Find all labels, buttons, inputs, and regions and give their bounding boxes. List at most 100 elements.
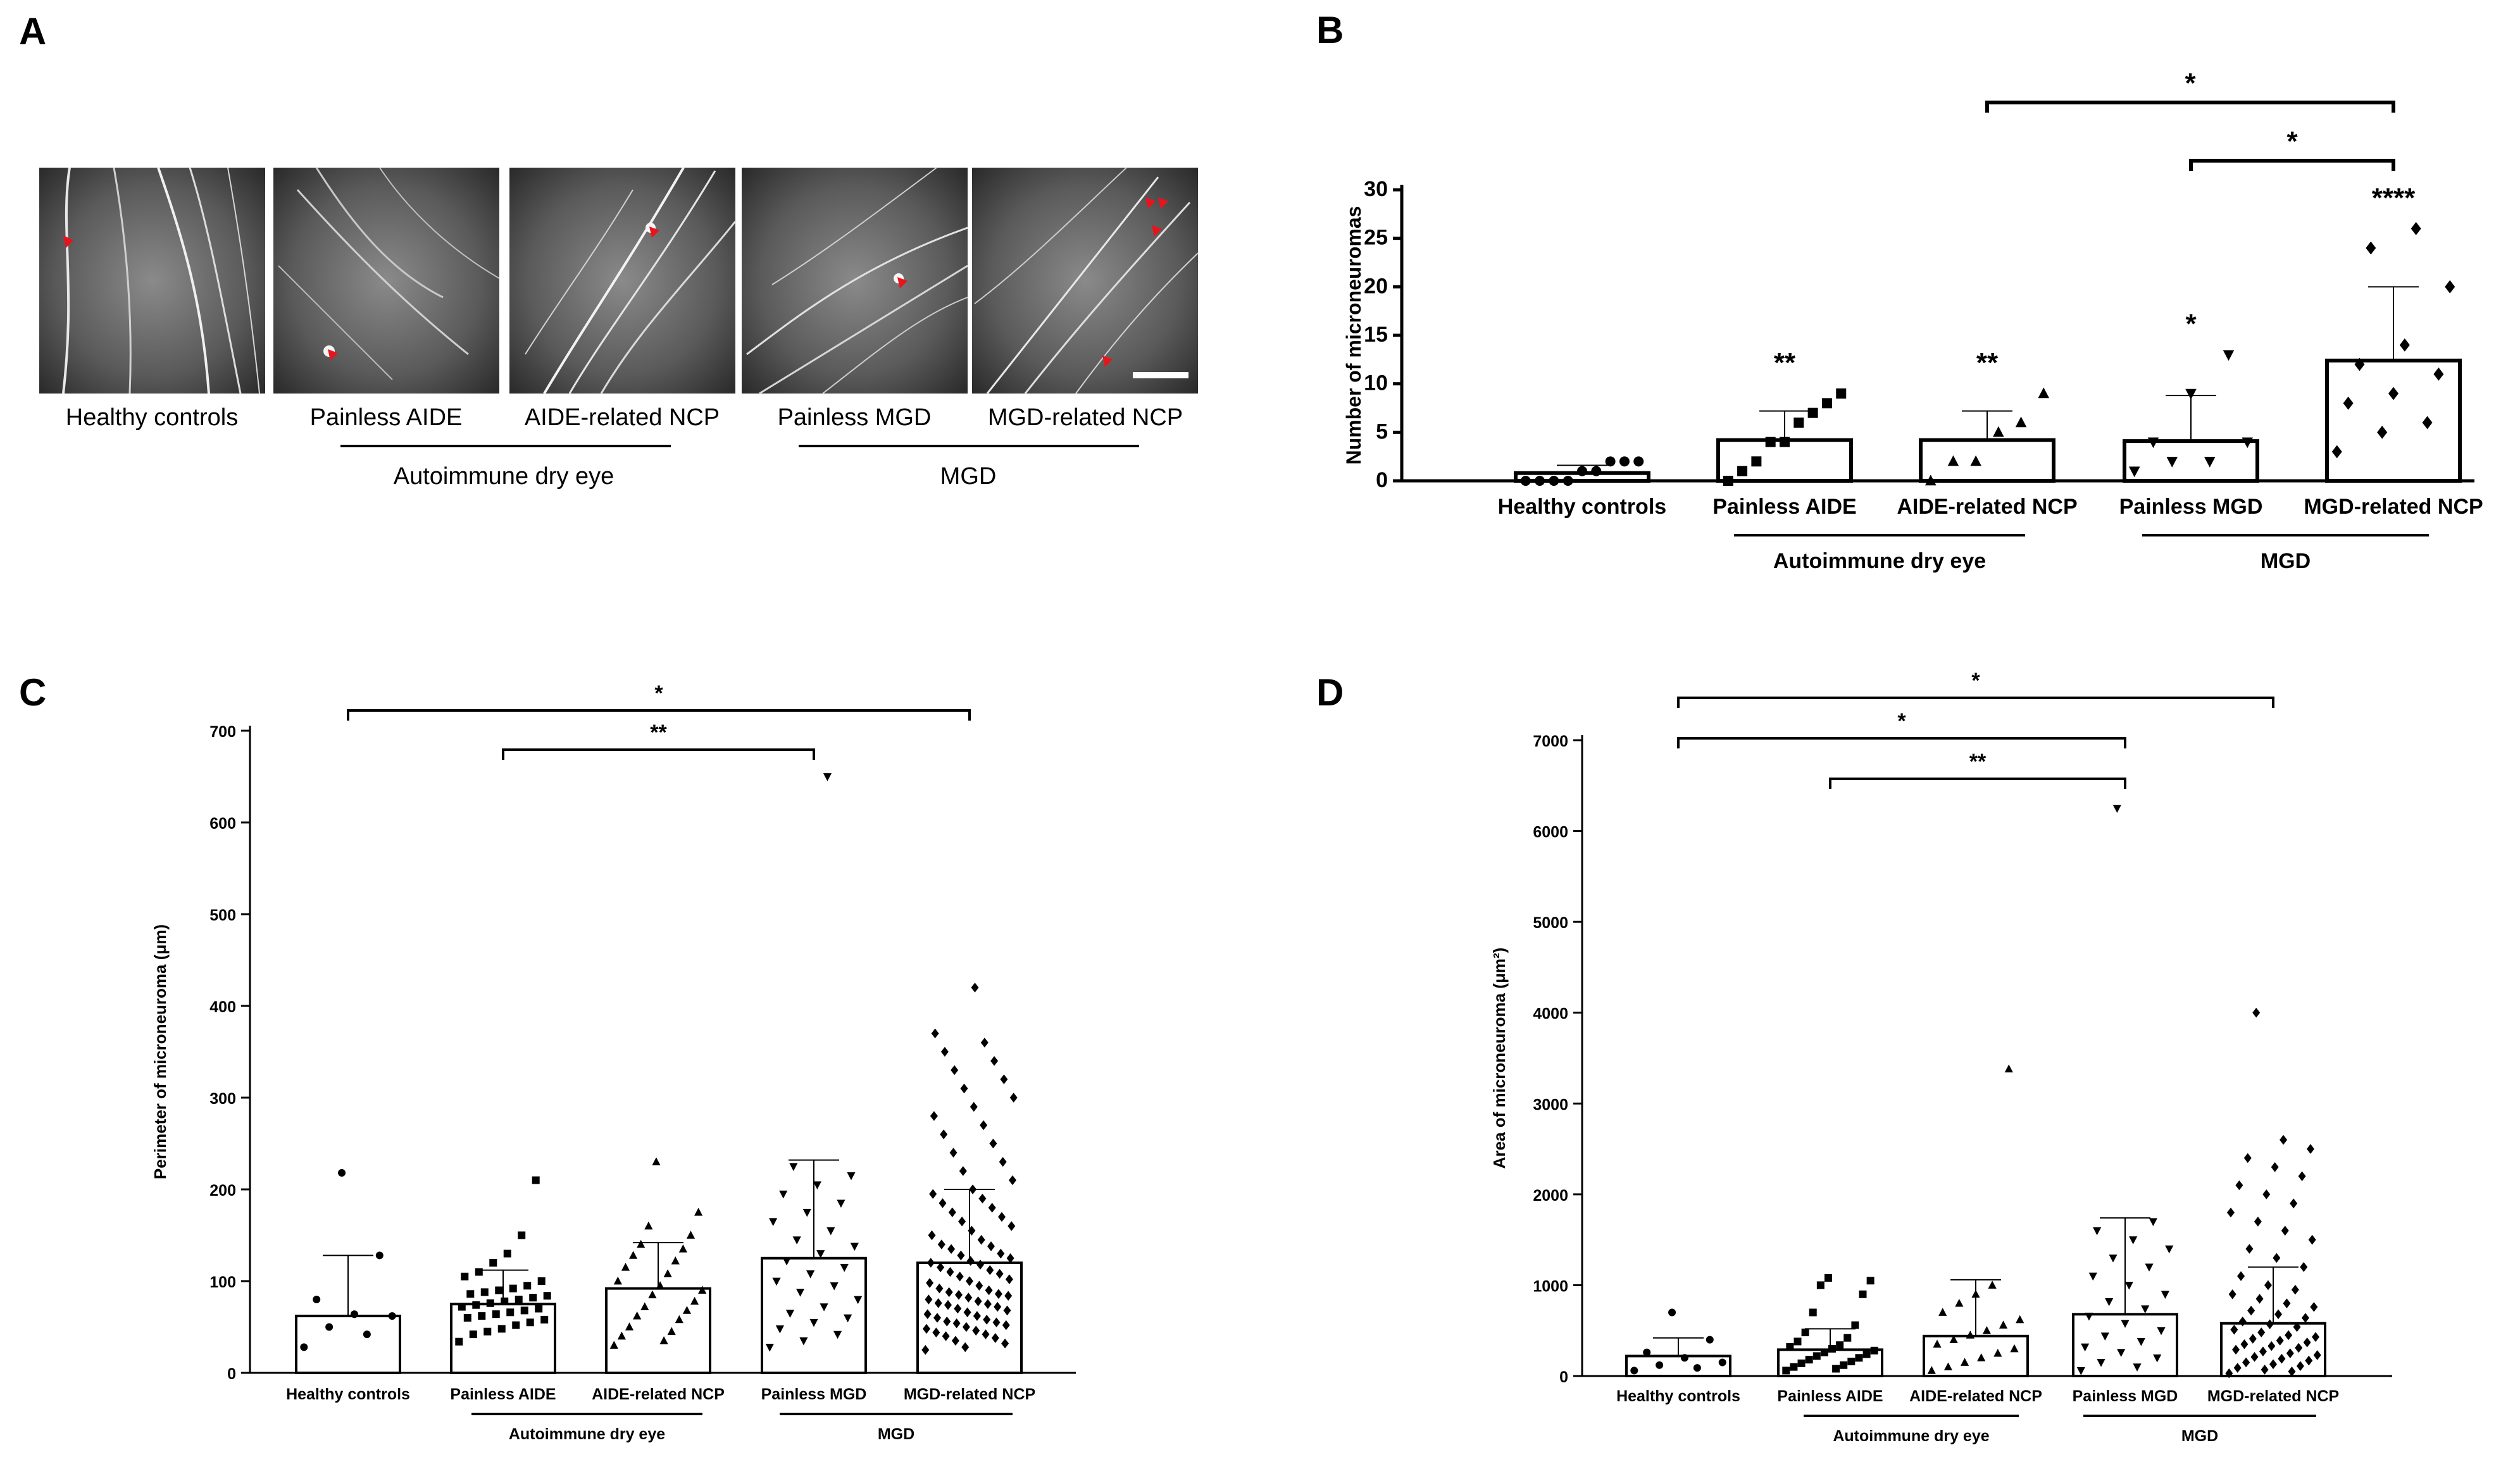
bar: [1919, 438, 2055, 483]
data-point: [830, 1282, 839, 1291]
data-point: [2015, 416, 2027, 428]
data-point: [951, 1336, 959, 1346]
data-point: [847, 1172, 856, 1181]
y-tick-label: 6000: [1533, 824, 1568, 841]
data-point: [802, 1208, 811, 1217]
data-point: [2295, 1342, 2303, 1353]
data-point: [2165, 1245, 2174, 1254]
data-point: [1977, 1353, 1986, 1361]
data-point: [2085, 1312, 2093, 1321]
data-point: [1633, 456, 1644, 467]
data-point: [976, 1260, 984, 1270]
comparison-bracket: [347, 709, 971, 721]
data-point: [503, 1249, 511, 1258]
data-point: [472, 1301, 480, 1309]
data-point: [2240, 1339, 2249, 1349]
data-point: [2255, 1294, 2264, 1304]
data-point: [2233, 1363, 2242, 1373]
data-point: [1006, 1253, 1014, 1263]
data-point: [2093, 1227, 2102, 1236]
data-point: [977, 1234, 985, 1245]
data-point: [2232, 1344, 2240, 1355]
panel-label-c: C: [19, 671, 46, 714]
data-point: [694, 1208, 703, 1216]
data-point: [934, 1298, 942, 1308]
data-point: [2112, 805, 2121, 813]
data-point: [1862, 1350, 1871, 1358]
data-point: [1820, 1348, 1828, 1356]
data-point: [2157, 1327, 2166, 1336]
data-point: [350, 1310, 358, 1318]
data-point: [512, 1321, 520, 1329]
data-point: [475, 1268, 483, 1276]
data-point: [363, 1330, 371, 1339]
data-point: [2285, 1330, 2293, 1341]
y-tick-label: 10: [1364, 371, 1388, 395]
category-label: Painless MGD: [2073, 1387, 2178, 1405]
data-point: [338, 1169, 346, 1177]
data-point: [2343, 396, 2354, 410]
data-point: [994, 1301, 1002, 1312]
category-label: MGD-related NCP: [2304, 495, 2483, 519]
panel-a-label-mgd-related-ncp: MGD-related NCP: [988, 404, 1183, 431]
panel-a-label-painless-mgd: Painless MGD: [778, 404, 932, 431]
data-point: [2254, 1217, 2262, 1227]
data-point: [964, 1293, 973, 1303]
y-tick-label: 4000: [1533, 1005, 1568, 1023]
category-label: Healthy controls: [1498, 495, 1666, 519]
data-point: [1851, 1321, 1859, 1329]
data-point: [969, 1184, 977, 1194]
data-point: [2259, 1346, 2267, 1357]
panel-a-group-mgd: MGD: [940, 463, 997, 490]
data-point: [971, 983, 979, 993]
data-point: [958, 1216, 966, 1227]
data-point: [2303, 1337, 2311, 1348]
data-point: [1549, 476, 1559, 486]
data-point: [2267, 1341, 2276, 1351]
data-point: [1988, 1280, 1997, 1289]
data-point: [946, 1267, 954, 1277]
data-point: [690, 1296, 699, 1305]
data-point: [923, 1324, 930, 1334]
data-point: [1927, 1366, 1936, 1374]
data-point: [663, 1269, 672, 1277]
data-point: [854, 1296, 863, 1305]
y-tick-label: 400: [209, 998, 236, 1016]
data-point: [2136, 1338, 2145, 1346]
data-point: [998, 1212, 1006, 1222]
data-point: [1855, 1354, 1863, 1362]
micrograph-healthy-controls: [39, 167, 265, 394]
y-tick-label: 1000: [1533, 1277, 1568, 1295]
data-point: [2293, 1322, 2301, 1332]
data-point: [1002, 1320, 1010, 1330]
data-point: [1960, 1358, 1969, 1366]
arrowhead-icon: [649, 226, 659, 238]
data-point: [1765, 437, 1776, 447]
comparison-star: *: [1971, 669, 1980, 693]
data-point: [2388, 387, 2398, 400]
data-point: [1577, 466, 1587, 476]
chart-d-microneuroma-area: 0 1000 2000 3000 4000 5000 6000 7000 Area of mic…: [1490, 669, 2392, 1445]
data-point: [2141, 1305, 2150, 1313]
data-point: [480, 1288, 489, 1296]
comparison-bracket: [1677, 737, 2126, 748]
data-point: [617, 1331, 627, 1340]
data-point: [769, 1218, 778, 1226]
data-point: [2273, 1253, 2281, 1263]
data-point: [945, 1287, 953, 1298]
data-point: [820, 1303, 828, 1311]
panel-label-b: B: [1316, 9, 1344, 51]
data-point: [956, 1271, 964, 1282]
data-point: [497, 1325, 506, 1333]
data-point: [1809, 1308, 1817, 1317]
data-point: [2117, 1349, 2126, 1357]
data-point: [682, 1306, 692, 1314]
data-point: [483, 1327, 492, 1336]
data-point: [455, 1337, 463, 1346]
scale-bar: [1133, 372, 1188, 378]
data-point: [970, 1101, 978, 1112]
data-point: [1840, 1361, 1848, 1369]
comparison-star: *: [1897, 709, 1906, 733]
data-point: [785, 1310, 795, 1318]
